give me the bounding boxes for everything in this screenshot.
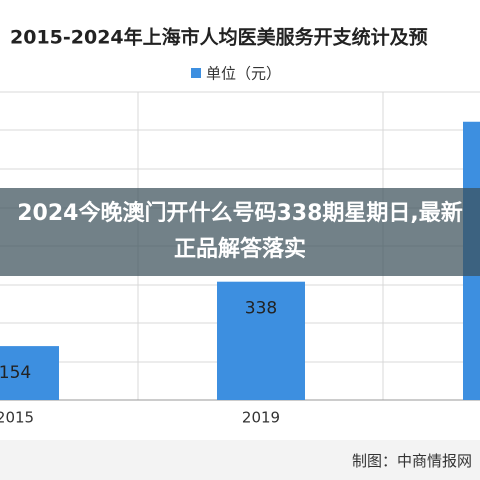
overlay-banner: 2024今晚澳门开什么号码338期星期日,最新正品解答落实 (0, 188, 480, 276)
bar (217, 281, 305, 400)
legend-swatch (191, 68, 201, 78)
bar (0, 346, 59, 400)
legend-label: 单位（元） (206, 65, 281, 83)
value-label: 154 (0, 363, 31, 383)
value-label: 338 (245, 299, 277, 319)
credit: 制图：中商情报网 (351, 452, 472, 470)
chart-title: 2015-2024年上海市人均医美服务开支统计及预 (10, 26, 428, 49)
x-tick-label: 2019 (242, 409, 280, 427)
headline: 2024今晚澳门开什么号码338期星期日,最新正品解答落实 (17, 201, 463, 262)
x-tick-label: 2015 (0, 409, 34, 427)
chart: 2015-2024年上海市人均医美服务开支统计及预 单位（元） 2015 154 2… (0, 26, 480, 427)
footer: 制图：中商情报网 (0, 440, 480, 480)
